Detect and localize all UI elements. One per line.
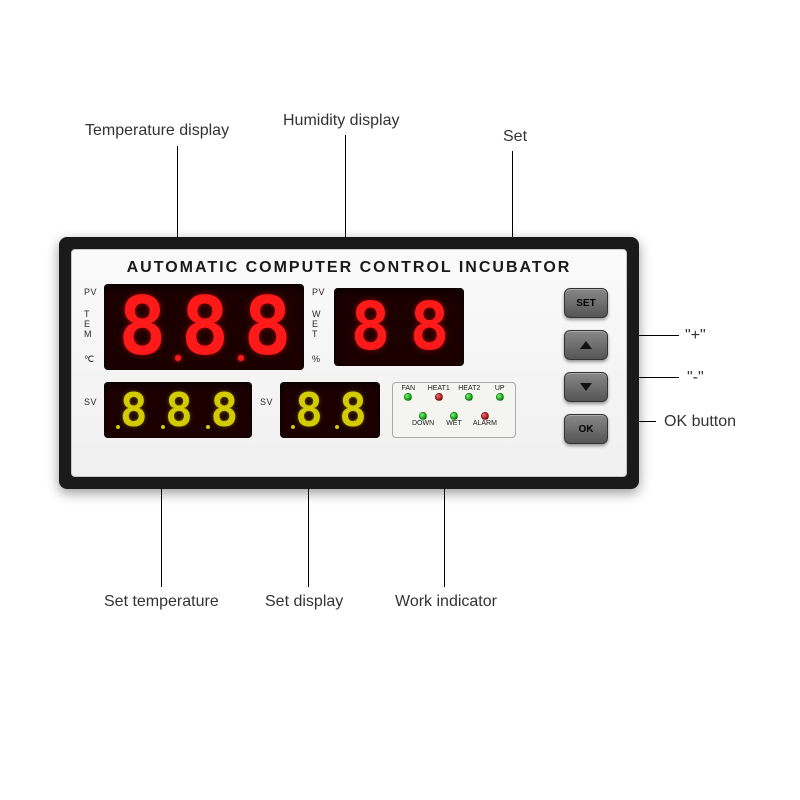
led-icon xyxy=(404,393,412,401)
callout-set-display: Set display xyxy=(265,593,343,611)
ind-wet: WET xyxy=(439,411,470,427)
up-button[interactable] xyxy=(564,330,608,360)
label-pct: % xyxy=(312,355,321,365)
led-icon xyxy=(419,412,427,420)
digit: 8 xyxy=(351,294,389,360)
ind-fan: FAN xyxy=(393,385,424,401)
digit: 8 xyxy=(295,387,321,433)
faceplate: AUTOMATIC COMPUTER CONTROL INCUBATOR PV … xyxy=(71,249,627,477)
digit: 8 xyxy=(244,287,290,367)
label-sv2: SV xyxy=(260,398,273,408)
led-icon xyxy=(496,393,504,401)
callout-minus: "-" xyxy=(687,369,704,387)
ok-button[interactable]: OK xyxy=(564,414,608,444)
led-icon xyxy=(465,393,473,401)
ind-up: UP xyxy=(485,385,516,401)
sv-display: 8 8 xyxy=(280,382,380,438)
callout-ok: OK button xyxy=(664,413,736,431)
label-tem: TEM xyxy=(84,310,92,340)
led-icon xyxy=(435,393,443,401)
ind-alarm: ALARM xyxy=(470,411,501,427)
label-pv2: PV xyxy=(312,288,325,298)
label-wet: WET xyxy=(312,310,321,340)
digit: 8 xyxy=(210,387,236,433)
triangle-down-icon xyxy=(579,382,593,392)
ind-heat1: HEAT1 xyxy=(424,385,455,401)
incubator-device: AUTOMATIC COMPUTER CONTROL INCUBATOR PV … xyxy=(59,237,639,489)
led-icon xyxy=(450,412,458,420)
label-pv1: PV xyxy=(84,288,97,298)
callout-plus: "+" xyxy=(685,327,706,345)
label-c: ℃ xyxy=(84,355,95,365)
label-sv1: SV xyxy=(84,398,97,408)
humidity-display: 8 8 xyxy=(334,288,464,366)
triangle-up-icon xyxy=(579,340,593,350)
work-indicator-panel: FAN HEAT1 HEAT2 UP DOWN WET ALARM xyxy=(392,382,516,438)
led-icon xyxy=(481,412,489,420)
digit: 8 xyxy=(165,387,191,433)
callout-work-ind: Work indicator xyxy=(395,593,497,611)
temp-display: 8 8 8 xyxy=(104,284,304,370)
digit: 8 xyxy=(118,287,164,367)
digit: 8 xyxy=(339,387,365,433)
set-button[interactable]: SET xyxy=(564,288,608,318)
sv-temp-display: 8 8 8 xyxy=(104,382,252,438)
ind-heat2: HEAT2 xyxy=(454,385,485,401)
device-title: AUTOMATIC COMPUTER CONTROL INCUBATOR xyxy=(72,259,626,277)
callout-humidity-display: Humidity display xyxy=(283,112,399,130)
callout-set-temp: Set temperature xyxy=(104,593,219,611)
digit: 8 xyxy=(181,287,227,367)
down-button[interactable] xyxy=(564,372,608,402)
digit: 8 xyxy=(410,294,448,360)
ind-down: DOWN xyxy=(408,411,439,427)
digit: 8 xyxy=(120,387,146,433)
leader-line xyxy=(512,151,513,249)
callout-temp-display: Temperature display xyxy=(85,122,229,140)
callout-set: Set xyxy=(503,128,527,146)
